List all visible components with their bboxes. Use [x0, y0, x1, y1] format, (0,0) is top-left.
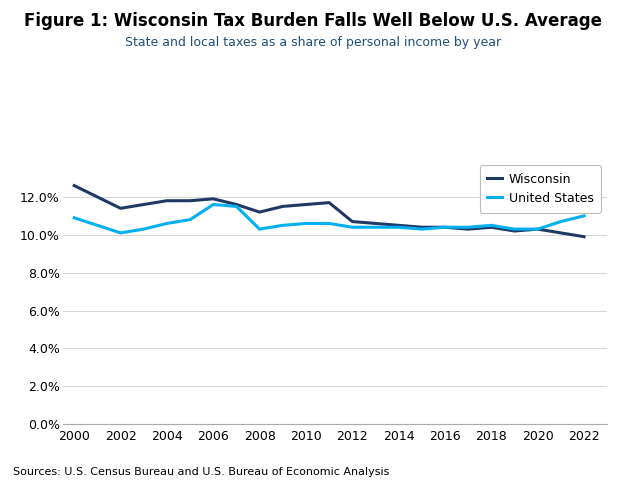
Wisconsin: [372, 221, 379, 227]
United States: [488, 222, 495, 228]
United States: [163, 221, 171, 227]
United States: [256, 226, 264, 232]
United States: [71, 215, 78, 221]
Wisconsin: [534, 226, 541, 232]
United States: [233, 203, 240, 209]
United States: [117, 230, 125, 236]
United States: [210, 201, 217, 207]
Legend: Wisconsin, United States: Wisconsin, United States: [480, 165, 601, 213]
United States: [511, 226, 518, 232]
Wisconsin: [441, 224, 449, 230]
Wisconsin: [71, 183, 78, 188]
Wisconsin: [210, 196, 217, 201]
United States: [418, 226, 426, 232]
Wisconsin: [187, 198, 194, 203]
Wisconsin: [256, 209, 264, 215]
United States: [187, 217, 194, 223]
United States: [580, 213, 588, 219]
United States: [395, 224, 403, 230]
Wisconsin: [233, 201, 240, 207]
United States: [94, 222, 101, 228]
Line: United States: United States: [74, 204, 584, 233]
United States: [441, 224, 449, 230]
United States: [464, 224, 472, 230]
Text: Figure 1: Wisconsin Tax Burden Falls Well Below U.S. Average: Figure 1: Wisconsin Tax Burden Falls Wel…: [24, 12, 602, 30]
Wisconsin: [395, 222, 403, 228]
Text: State and local taxes as a share of personal income by year: State and local taxes as a share of pers…: [125, 36, 501, 49]
Wisconsin: [511, 228, 518, 234]
Wisconsin: [94, 194, 101, 200]
United States: [326, 221, 333, 227]
Wisconsin: [140, 201, 148, 207]
United States: [372, 224, 379, 230]
Line: Wisconsin: Wisconsin: [74, 186, 584, 237]
Wisconsin: [279, 203, 287, 209]
United States: [140, 226, 148, 232]
Wisconsin: [488, 224, 495, 230]
Wisconsin: [580, 234, 588, 240]
Wisconsin: [163, 198, 171, 203]
Wisconsin: [557, 230, 565, 236]
Wisconsin: [117, 205, 125, 211]
United States: [349, 224, 356, 230]
Wisconsin: [326, 200, 333, 205]
Wisconsin: [349, 219, 356, 225]
Wisconsin: [302, 201, 310, 207]
United States: [534, 226, 541, 232]
Wisconsin: [464, 226, 472, 232]
United States: [302, 221, 310, 227]
United States: [557, 219, 565, 225]
Wisconsin: [418, 224, 426, 230]
Text: Sources: U.S. Census Bureau and U.S. Bureau of Economic Analysis: Sources: U.S. Census Bureau and U.S. Bur…: [13, 467, 389, 477]
United States: [279, 222, 287, 228]
